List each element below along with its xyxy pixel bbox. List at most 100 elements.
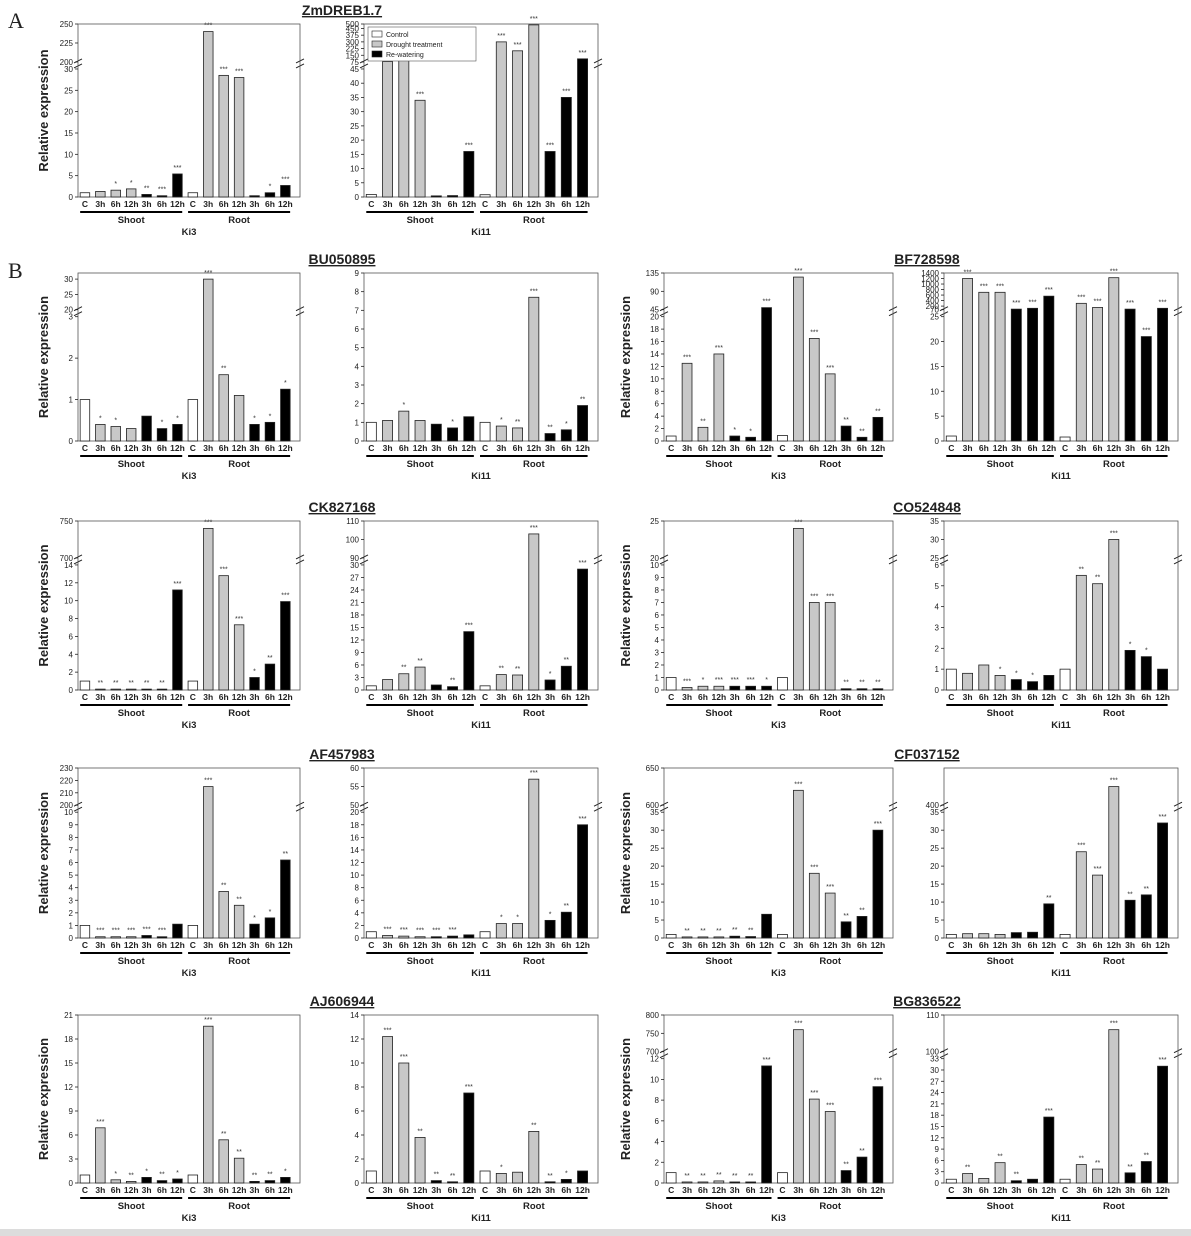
significance-label: ** (732, 1173, 738, 1180)
plot-frame (663, 272, 894, 442)
x-tick-label: 6h (809, 692, 819, 702)
significance-label: ** (684, 928, 690, 935)
x-tick-label: 6h (1093, 692, 1103, 702)
tissue-label: Shoot (705, 459, 733, 470)
x-tick-label: 6h (399, 199, 409, 209)
tissue-label: Shoot (987, 956, 1015, 967)
x-tick-label: 3h (841, 692, 851, 702)
x-tick-label: 3h (142, 1185, 152, 1195)
x-tick-label: 12h (712, 940, 727, 950)
significance-label: ** (515, 666, 521, 673)
y-tick-label: 1200 (921, 275, 939, 284)
bar (430, 1180, 442, 1184)
x-tick-label: 12h (823, 443, 838, 453)
y-tick-label: 10 (930, 387, 939, 396)
x-tick-label: 6h (448, 443, 458, 453)
y-tick-label: 30 (930, 535, 939, 544)
bar (1059, 934, 1071, 939)
x-tick-label: 12h (575, 199, 590, 209)
x-tick-label: 12h (712, 443, 727, 453)
y-tick-label: 9 (355, 269, 360, 278)
y-tick-label: 650 (646, 764, 660, 773)
y-tick-label: 5 (935, 582, 940, 591)
bar (577, 405, 589, 442)
bar (126, 1181, 137, 1184)
cultivar-label: Ki3 (182, 471, 197, 482)
x-tick-label: 6h (111, 443, 121, 453)
bar (126, 428, 137, 442)
y-tick-label: 9 (69, 821, 74, 830)
y-tick-label: 20 (930, 338, 939, 347)
bar (761, 1065, 772, 1184)
bar (430, 423, 442, 442)
x-tick-label: 12h (232, 692, 247, 702)
bar (218, 374, 229, 442)
x-tick-label: C (482, 940, 488, 950)
cultivar-label: Ki11 (1051, 968, 1071, 979)
x-tick-label: 12h (1041, 692, 1056, 702)
significance-label: * (516, 915, 519, 922)
significance-label: ** (221, 882, 227, 889)
x-tick-label: 12h (759, 692, 774, 702)
significance-label: *** (1077, 294, 1085, 301)
bar (777, 677, 788, 691)
significance-label: *** (383, 1028, 391, 1035)
x-tick-label: 12h (413, 199, 428, 209)
x-tick-label: C (482, 199, 488, 209)
x-tick-label: 3h (1076, 692, 1086, 702)
x-tick-label: 3h (963, 692, 973, 702)
x-tick-label: 12h (759, 443, 774, 453)
x-tick-label: 6h (157, 940, 167, 950)
tissue-label: Root (523, 459, 545, 470)
y-tick-label: 18 (64, 1035, 73, 1044)
bar (463, 151, 475, 198)
significance-label: ** (564, 657, 570, 664)
bar (945, 435, 957, 442)
y-tick-label: 9 (935, 1145, 940, 1154)
significance-label: *** (794, 1021, 802, 1028)
bar (840, 1170, 852, 1184)
tissue-label: Root (228, 708, 250, 719)
x-tick-label: 3h (496, 940, 506, 950)
y-tick-label: 0 (935, 1179, 940, 1188)
bar (479, 931, 491, 939)
bar (447, 935, 458, 939)
x-tick-label: 6h (1093, 1185, 1103, 1195)
bar (365, 421, 377, 442)
x-tick-label: C (668, 1185, 674, 1195)
x-tick-label: 6h (809, 443, 819, 453)
x-tick-label: 6h (561, 1185, 571, 1195)
y-tick-label: 60 (350, 764, 359, 773)
cultivar-label: Ki3 (771, 1213, 786, 1224)
bar (233, 77, 245, 198)
bar (840, 921, 852, 939)
significance-label: *** (1126, 300, 1134, 307)
bar (528, 533, 540, 691)
y-tick-label: 2 (355, 400, 360, 409)
x-tick-label: 3h (203, 199, 213, 209)
y-tick-label: 8 (355, 1083, 360, 1092)
bar (95, 936, 106, 939)
cultivar-label: Ki3 (182, 968, 197, 979)
significance-label: *** (794, 268, 802, 275)
bar (280, 601, 291, 691)
y-tick-label: 12 (64, 579, 73, 588)
x-tick-label: 12h (461, 692, 476, 702)
y-tick-label: 1 (655, 673, 660, 682)
x-tick-label: 6h (157, 1185, 167, 1195)
x-tick-label: 12h (993, 443, 1008, 453)
cultivar-label: Ki11 (471, 968, 491, 979)
x-tick-label: 6h (265, 940, 275, 950)
significance-label: *** (762, 299, 770, 306)
x-tick-label: 6h (513, 199, 523, 209)
bar (203, 1025, 214, 1184)
y-tick-label: 2 (355, 921, 360, 930)
y-tick-label: 150 (346, 51, 360, 60)
bar (745, 685, 757, 691)
bar (978, 664, 990, 691)
significance-label: *** (826, 593, 834, 600)
significance-label: ** (843, 1162, 849, 1169)
bar (463, 1092, 475, 1184)
y-axis-label: Relative expression (618, 1038, 633, 1160)
tissue-label: Root (523, 708, 545, 719)
